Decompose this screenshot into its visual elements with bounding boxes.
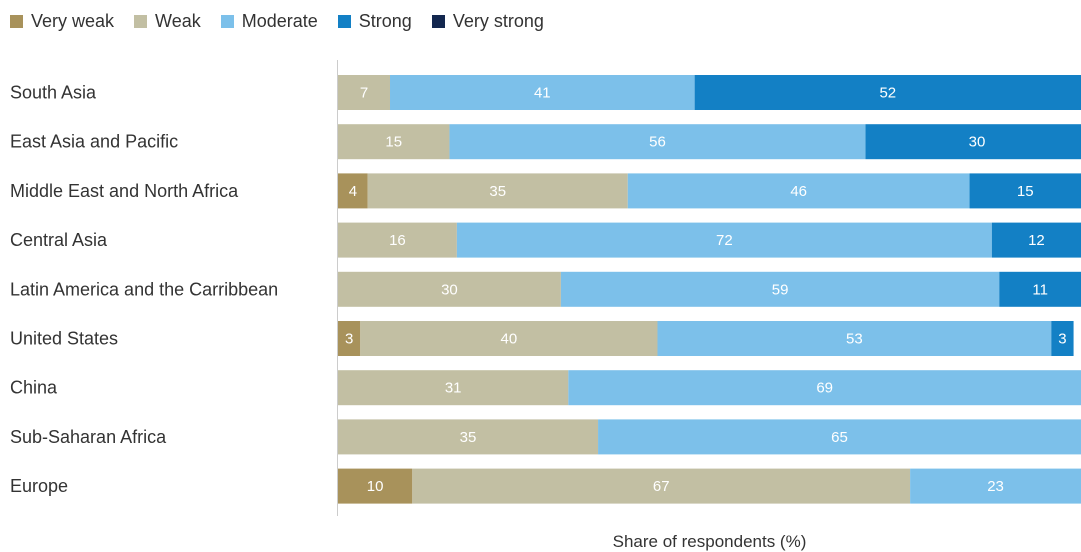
data-label: 40 [501,331,518,348]
bar-segment-moderate [627,173,970,209]
bar-segment-weak [338,271,561,307]
bar-segment-moderate [449,124,866,160]
bar-segment-moderate [910,468,1081,504]
data-label: 16 [389,232,406,249]
legend-swatch [337,14,351,28]
category-label-latin-america-and-the-carribbean: Latin America and the Carribbean [10,279,278,299]
bar-segment-weak [338,222,457,258]
x-axis-title: Share of respondents (%) [613,532,807,551]
bar-segment-weak [338,124,450,160]
bar-segment-weak [338,370,569,406]
data-label: 15 [385,134,402,151]
category-label-sub-saharan-africa: Sub-Saharan Africa [10,427,167,447]
data-label: 15 [1017,183,1034,200]
legend-item-weak: Weak [134,11,201,32]
legend: Very weak Weak Moderate Strong Very stro… [10,8,544,34]
data-label: 30 [969,134,986,151]
data-label: 35 [460,429,477,446]
bar-segment-strong [865,124,1081,160]
legend-item-moderate: Moderate [220,10,318,32]
data-label: 46 [790,183,807,200]
bar-segment-strong [969,173,1081,209]
legend-swatch [134,14,148,28]
bar-segment-strong [991,222,1081,258]
category-label-europe: Europe [10,476,68,496]
data-label: 59 [772,281,789,298]
bar-segment-weak [412,468,911,504]
data-label: 72 [716,232,733,249]
legend-label: Weak [155,10,201,31]
data-label: 56 [649,134,666,151]
data-label: 53 [846,331,863,348]
data-label: 3 [345,331,353,348]
legend-swatch [10,14,23,28]
category-labels: South Asia East Asia and Pacific Middle Ea… [10,83,278,497]
data-label: 23 [987,478,1004,495]
data-label: 41 [534,85,551,102]
legend-swatch [220,14,234,28]
category-label-middle-east-and-north-africa: Middle East and North Africa [10,181,239,201]
data-label: 69 [816,380,833,397]
bar-segment-very-weak [338,468,413,504]
data-label: 52 [879,85,896,102]
bar-segment-moderate [598,419,1081,455]
bar-segment-strong [694,75,1081,110]
data-label: 31 [445,380,462,397]
category-label-china: China [10,378,58,398]
bar-segment-moderate [568,370,1081,406]
bar-segment-moderate [390,75,695,110]
data-label: 30 [441,281,458,298]
legend-item-very-weak: Very weak [10,11,114,32]
legend-item-strong: Strong [337,10,412,32]
data-label: 7 [360,85,368,102]
data-label: 67 [653,478,670,495]
data-label: 11 [1032,281,1048,298]
bars-group: 7 41 52 15 56 30 4 35 46 15 16 72 12 30 59 11 3 40 53 3 31 69… [338,75,1081,504]
legend-label: Moderate [241,10,318,31]
category-label-south-asia: South Asia [10,83,97,103]
data-label: 65 [831,429,848,446]
legend-item-very-strong: Very strong [431,10,544,32]
bar-segment-moderate [657,321,1052,356]
bar-segment-moderate [456,222,992,258]
category-label-central-asia: Central Asia [10,230,108,250]
bar-segment-very-weak [338,173,368,209]
data-label: 4 [349,183,357,200]
data-label: 35 [489,183,506,200]
category-label-united-states: United States [10,329,118,349]
legend-swatch [431,14,445,28]
legend-label: Very weak [31,10,115,31]
bar-segment-weak [360,321,658,356]
bar-segment-weak [338,419,599,455]
legend-label: Strong [358,10,412,31]
bar-segment-strong [1051,321,1074,356]
category-label-east-asia-and-pacific: East Asia and Pacific [10,132,178,152]
bar-segment-strong [999,271,1081,307]
data-label: 3 [1058,331,1066,348]
legend-label: Very strong [452,10,544,31]
data-label: 12 [1028,232,1045,249]
bar-segment-weak [367,173,628,209]
bar-segment-very-weak [338,321,361,356]
data-label: 10 [367,478,384,495]
bar-segment-weak [338,75,391,110]
bar-segment-moderate [560,271,1000,307]
